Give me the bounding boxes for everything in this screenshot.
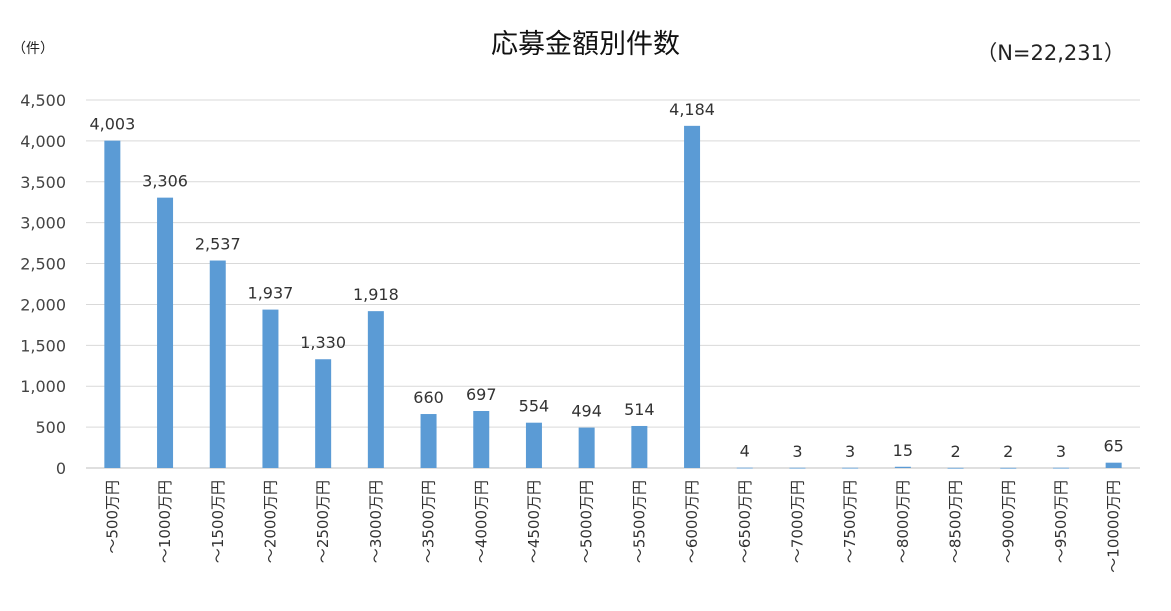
bar: [315, 359, 332, 468]
x-category-label: ～4500万円: [525, 480, 543, 563]
data-label: 3: [792, 442, 802, 461]
bar: [736, 467, 753, 469]
chart-title: 応募金額別件数: [491, 29, 680, 60]
data-label: 554: [519, 397, 550, 416]
x-category-label: ～4000万円: [472, 480, 490, 563]
y-tick-label: 2,500: [20, 255, 66, 274]
bar: [842, 467, 859, 469]
bar: [104, 140, 121, 468]
x-category-label: ～2500万円: [314, 480, 332, 563]
data-label: 4: [740, 442, 750, 461]
data-label: 697: [466, 385, 497, 404]
x-category-label: ～9500万円: [1052, 480, 1070, 563]
x-category-label: ～5000万円: [578, 480, 596, 563]
data-label: 660: [413, 388, 444, 407]
data-label: 2: [950, 442, 960, 461]
data-label: 1,330: [300, 333, 346, 352]
bar: [631, 425, 648, 468]
data-label: 3,306: [142, 172, 188, 191]
y-tick-label: 4,500: [20, 91, 66, 110]
bar: [420, 414, 437, 468]
x-category-label: ～8000万円: [894, 480, 912, 563]
x-category-label: ～7500万円: [841, 480, 859, 563]
data-label: 514: [624, 400, 655, 419]
data-label: 3: [845, 442, 855, 461]
y-tick-label: 500: [35, 418, 66, 437]
data-label: 3: [1056, 442, 1066, 461]
x-category-label: ～8500万円: [947, 480, 965, 563]
bar: [1052, 467, 1069, 469]
x-category-label: ～3500万円: [420, 480, 438, 563]
y-tick-label: 1,000: [20, 377, 66, 396]
bar: [209, 260, 226, 468]
bar: [894, 466, 911, 468]
bar: [157, 197, 174, 468]
data-label: 15: [893, 441, 913, 460]
x-category-label: ～5500万円: [630, 480, 648, 563]
data-label: 2: [1003, 442, 1013, 461]
data-label: 4,003: [89, 115, 135, 134]
x-category-label: ～6500万円: [736, 480, 754, 563]
bar: [1105, 462, 1122, 468]
y-tick-label: 0: [56, 459, 66, 478]
x-category-label: ～3000万円: [367, 480, 385, 563]
x-category-label: ～1500万円: [209, 480, 227, 563]
y-tick-label: 3,000: [20, 214, 66, 233]
y-tick-label: 1,500: [20, 336, 66, 355]
bar: [525, 422, 542, 468]
bar: [262, 309, 279, 468]
data-label: 1,918: [353, 285, 399, 304]
x-category-label: ～1000万円: [156, 480, 174, 563]
bar: [789, 467, 806, 469]
bar: [947, 467, 964, 469]
sample-size-note: （N=22,231）: [976, 41, 1125, 65]
bar: [367, 311, 384, 468]
data-label: 4,184: [669, 100, 715, 119]
x-category-label: ～2000万円: [261, 480, 279, 563]
data-label: 2,537: [195, 235, 241, 254]
x-category-label: ～10000万円: [1105, 480, 1123, 573]
bar: [578, 427, 595, 468]
bar: [684, 125, 701, 469]
x-category-label: ～9000万円: [999, 480, 1017, 563]
data-label: 494: [571, 402, 602, 421]
y-tick-label: 3,500: [20, 173, 66, 192]
y-tick-label: 4,000: [20, 132, 66, 151]
x-category-label: ～7000万円: [788, 480, 806, 563]
y-axis-unit-label: （件）: [12, 41, 54, 57]
data-label: 65: [1103, 437, 1123, 456]
bar: [473, 411, 490, 468]
x-category-label: ～500万円: [103, 480, 121, 554]
bar: [1000, 467, 1017, 469]
x-category-label: ～6000万円: [683, 480, 701, 563]
data-label: 1,937: [248, 284, 294, 303]
y-tick-label: 2,000: [20, 295, 66, 314]
